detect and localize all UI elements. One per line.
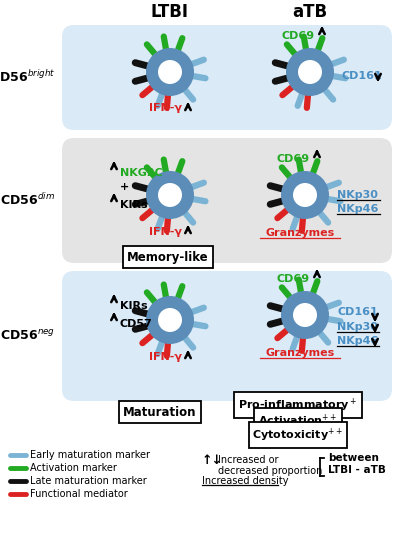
Text: CD57: CD57 [120,319,153,329]
Circle shape [146,48,194,96]
Text: CD56$^{bright}$: CD56$^{bright}$ [0,69,55,85]
Circle shape [146,296,194,344]
FancyBboxPatch shape [62,271,392,401]
Text: NKp46: NKp46 [337,336,378,346]
Text: IFN-γ: IFN-γ [148,227,182,237]
FancyBboxPatch shape [62,25,392,130]
Text: Maturation: Maturation [123,406,197,419]
Text: Cytotoxicity$^{++}$: Cytotoxicity$^{++}$ [252,426,344,444]
Text: LTBI: LTBI [151,3,189,21]
Text: Granzymes: Granzymes [265,348,335,358]
Text: KIRs: KIRs [120,200,148,210]
Text: CD161: CD161 [342,71,383,81]
Text: Pro-inflammatory$^+$: Pro-inflammatory$^+$ [238,396,358,414]
Text: Increased density: Increased density [202,476,288,486]
Circle shape [158,183,182,207]
Text: NKG2C: NKG2C [120,168,163,178]
Text: between
LTBI - aTB: between LTBI - aTB [328,453,386,475]
Text: Memory-like: Memory-like [127,250,209,264]
Text: KIRs: KIRs [120,301,148,311]
Text: CD56$^{dim}$: CD56$^{dim}$ [0,192,55,208]
Text: +: + [120,182,129,192]
Text: Functional mediator: Functional mediator [30,489,128,499]
FancyBboxPatch shape [62,138,392,263]
Circle shape [146,171,194,219]
Circle shape [281,171,329,219]
Text: Late maturation marker: Late maturation marker [30,476,147,486]
Text: CD161: CD161 [337,307,378,317]
Circle shape [293,303,317,327]
Text: Early maturation marker: Early maturation marker [30,450,150,460]
Circle shape [158,60,182,84]
Text: ↑↓: ↑↓ [202,454,223,466]
Circle shape [158,308,182,332]
Circle shape [281,291,329,339]
Text: NKp30: NKp30 [337,190,378,200]
Text: CD56$^{neg}$: CD56$^{neg}$ [0,329,55,343]
Text: NKp46: NKp46 [337,204,378,214]
Text: aTB: aTB [292,3,328,21]
Text: CD69: CD69 [282,31,314,41]
Circle shape [293,183,317,207]
Text: Granzymes: Granzymes [265,228,335,238]
Text: IFN-γ: IFN-γ [148,103,182,113]
Text: NKp30: NKp30 [337,322,378,332]
Text: CD69: CD69 [276,154,310,164]
Text: CD69: CD69 [276,274,310,284]
Text: Activation marker: Activation marker [30,463,117,473]
Circle shape [286,48,334,96]
Text: Activation$^{++}$: Activation$^{++}$ [258,412,338,427]
Text: Increased or: Increased or [218,455,278,465]
Text: IFN-γ: IFN-γ [148,352,182,362]
Circle shape [298,60,322,84]
Text: decreased proportion: decreased proportion [218,466,322,476]
